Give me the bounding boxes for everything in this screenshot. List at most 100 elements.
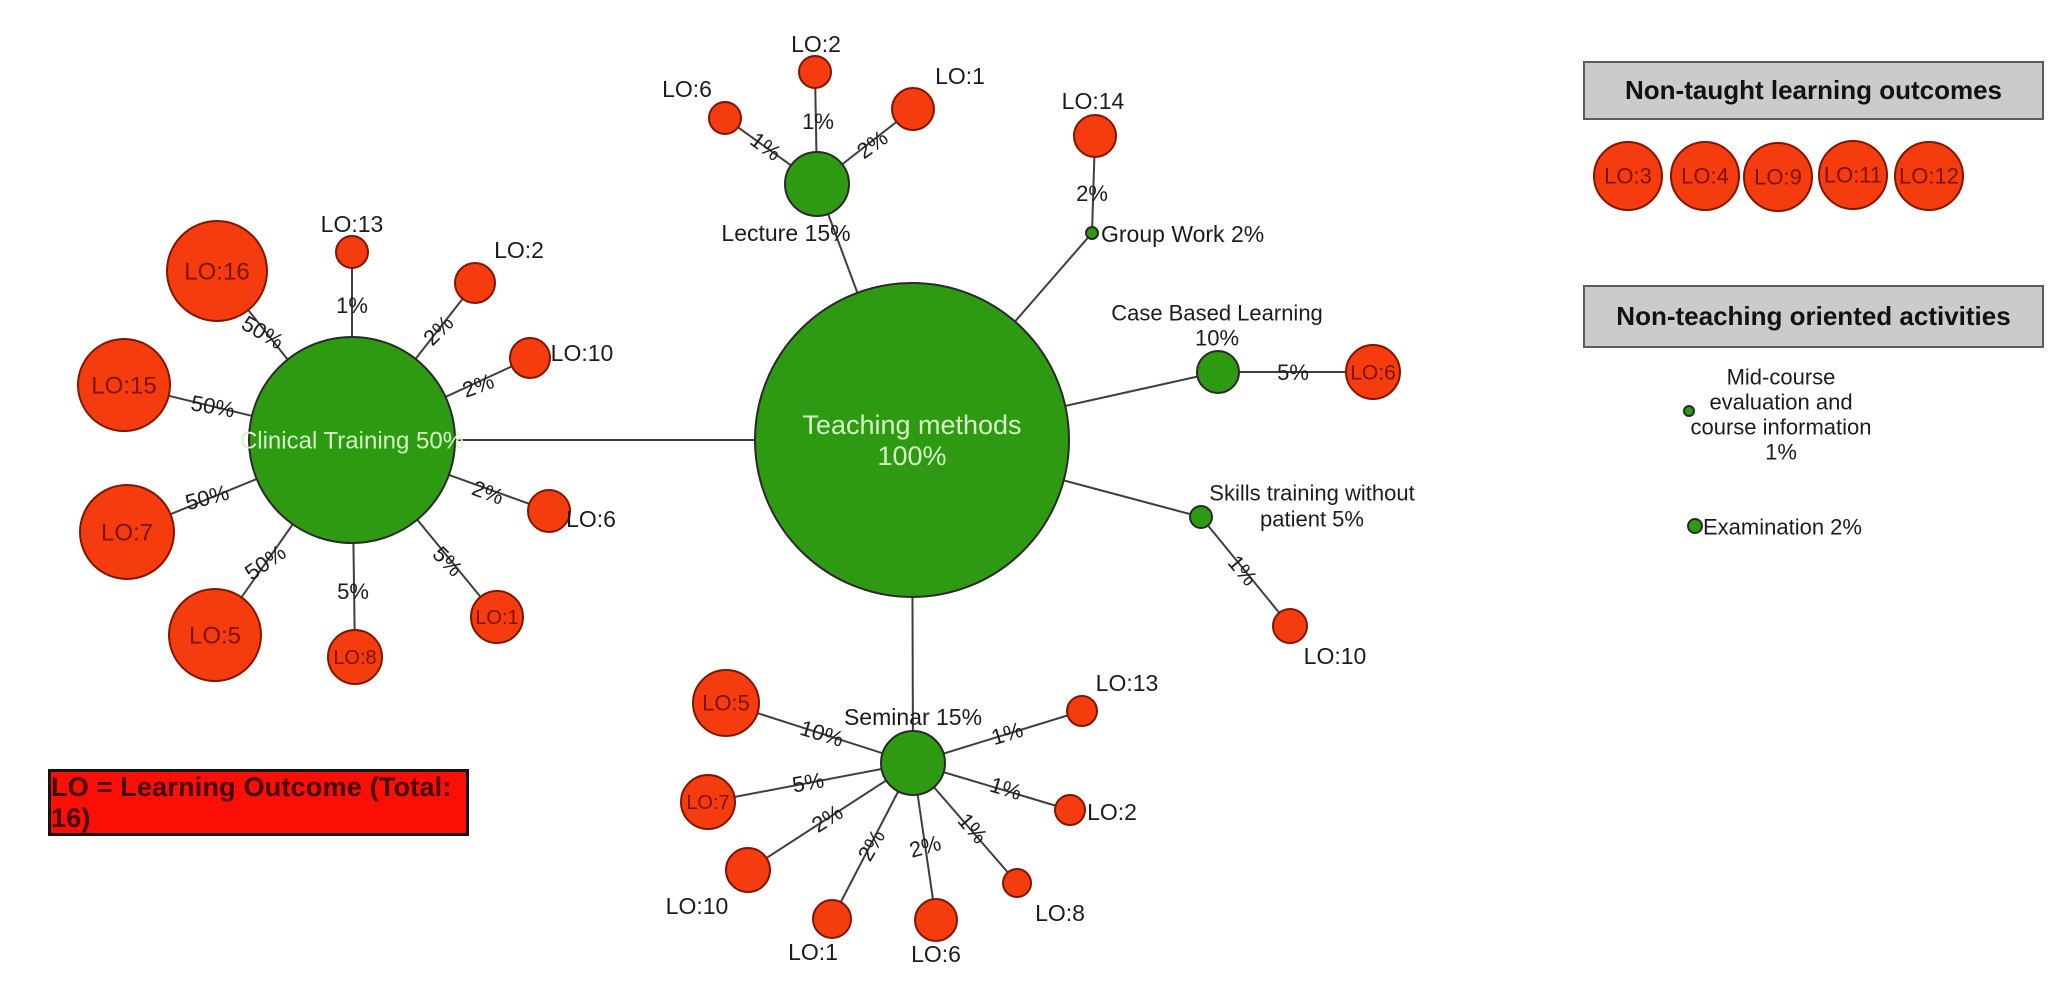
edge-skills-sk_lo10 — [1200, 516, 1291, 627]
node-cb_lo6 — [1345, 344, 1401, 400]
edge-label-seminar-s_lo7: 5% — [790, 767, 826, 797]
node-label-teaching: Teaching methods — [802, 410, 1021, 440]
node-ext-label-c_lo6: LO:6 — [566, 506, 616, 532]
node-s_lo10 — [725, 847, 771, 893]
node-lec_lo6 — [708, 101, 742, 135]
node-ext-label-s_lo13: LO:13 — [1096, 670, 1159, 696]
legend-label: LO = Learning Outcome (Total: 16) — [51, 771, 452, 833]
edge-seminar-s_lo7 — [707, 762, 914, 803]
node-s_lo1 — [812, 899, 852, 939]
edge-label-seminar-s_lo6: 2% — [907, 830, 944, 862]
edge-label-seminar-s_lo5: 10% — [797, 715, 846, 752]
edge-label-seminar-s_lo2: 1% — [987, 772, 1025, 805]
node-ext-label-s_lo2: LO:2 — [1087, 799, 1137, 825]
node-label-c_lo1: LO:1 — [475, 607, 518, 629]
node-label-s_lo5: LO:5 — [702, 691, 750, 716]
edge-label-clinical-c_lo16: 50% — [237, 311, 288, 355]
node-teaching — [754, 282, 1070, 598]
node-ext-label-casebased: Case Based Learning — [1111, 301, 1323, 326]
node-c_lo2 — [454, 262, 496, 304]
non-taught-outcomes-header: Non-taught learning outcomes — [1583, 61, 2044, 120]
node-label-c_lo7: LO:7 — [101, 519, 153, 546]
edge-label-clinical-c_lo8: 5% — [337, 579, 369, 604]
node-ext-label-midcourse: Mid-course — [1727, 365, 1836, 390]
edge-label-clinical-c_lo13: 1% — [336, 293, 368, 318]
node-label-nt_lo3: LO:3 — [1604, 164, 1652, 189]
node-s_lo8 — [1002, 868, 1032, 898]
node-c_lo16 — [166, 220, 268, 322]
node-ext-label-s_lo10: LO:10 — [666, 893, 729, 919]
node-label-clinical: Clinical Training 50% — [240, 427, 464, 454]
node-label-c_lo5: LO:5 — [189, 622, 241, 649]
edge-label-lecture-lec_lo6: 1% — [745, 127, 785, 166]
node-skills — [1189, 505, 1213, 529]
edge-label-seminar-s_lo1: 2% — [853, 825, 891, 865]
node-ext-label-midcourse: course information — [1691, 415, 1872, 440]
edge-label-casebased-cb_lo6: 5% — [1277, 360, 1309, 385]
node-ext-label-skills: patient 5% — [1260, 507, 1364, 532]
node-c_lo6 — [527, 489, 571, 533]
non-taught-outcomes-title: Non-taught learning outcomes — [1625, 75, 2002, 105]
node-ext-label-lec_lo2: LO:2 — [791, 31, 841, 57]
node-c_lo15 — [77, 338, 171, 432]
node-ext-label-s_lo1: LO:1 — [788, 939, 838, 965]
edge-label-clinical-c_lo15: 50% — [189, 390, 237, 422]
node-seminar — [880, 730, 946, 796]
edge-label-lecture-lec_lo2: 1% — [802, 109, 834, 134]
edge-label-clinical-c_lo7: 50% — [183, 480, 232, 516]
node-label-c_lo16: LO:16 — [184, 258, 249, 285]
node-ext-label-lecture: Lecture 15% — [721, 220, 850, 246]
legend-box: LO = Learning Outcome (Total: 16) — [48, 769, 469, 836]
node-ext-label-sk_lo10: LO:10 — [1304, 643, 1367, 669]
node-ext-label-groupwork: Group Work 2% — [1101, 221, 1264, 247]
node-ext-label-s_lo6: LO:6 — [911, 941, 961, 967]
node-groupwork — [1085, 226, 1099, 240]
node-ext-label-lec_lo6: LO:6 — [662, 76, 712, 102]
node-label-s_lo7: LO:7 — [686, 792, 729, 814]
node-label-c_lo8: LO:8 — [333, 647, 376, 669]
node-lec_lo2 — [798, 55, 832, 89]
node-c_lo7 — [79, 484, 175, 580]
edge-label-clinical-c_lo10: 2% — [459, 368, 497, 402]
node-label-c_lo15: LO:15 — [91, 372, 156, 399]
edge-label-clinical-c_lo5: 50% — [240, 540, 290, 586]
node-label-cb_lo6: LO:6 — [1350, 361, 1396, 384]
non-teaching-activities-header: Non-teaching oriented activities — [1583, 285, 2044, 348]
node-ext-label-c_lo10: LO:10 — [551, 340, 614, 366]
node-ext-label-casebased: 10% — [1195, 326, 1239, 351]
node-s_lo13 — [1066, 695, 1098, 727]
node-ext-label-midcourse: 1% — [1765, 440, 1797, 465]
node-ext-label-s_lo8: LO:8 — [1035, 900, 1085, 926]
edge-label-clinical-c_lo6: 2% — [469, 475, 507, 509]
node-sk_lo10 — [1272, 608, 1308, 644]
node-nt_lo11 — [1818, 140, 1888, 210]
node-c_lo1 — [470, 590, 524, 644]
node-ext-label-midcourse: evaluation and — [1709, 390, 1852, 415]
node-exam — [1687, 518, 1703, 534]
node-c_lo10 — [509, 337, 551, 379]
node-nt_lo4 — [1670, 141, 1740, 211]
node-lo14 — [1073, 114, 1117, 158]
node-c_lo13 — [335, 235, 369, 269]
node-nt_lo12 — [1894, 141, 1964, 211]
non-teaching-activities-title: Non-teaching oriented activities — [1616, 301, 2011, 331]
node-s_lo6 — [914, 898, 958, 942]
node-clinical — [248, 336, 456, 544]
node-c_lo5 — [168, 588, 262, 682]
node-c_lo8 — [327, 629, 383, 685]
node-ext-label-c_lo2: LO:2 — [494, 237, 544, 263]
edge-label-seminar-s_lo8: 1% — [953, 808, 993, 848]
node-nt_lo9 — [1743, 142, 1813, 212]
node-ext-label-exam: Examination 2% — [1703, 515, 1862, 540]
node-s_lo5 — [692, 669, 760, 737]
node-label-nt_lo12: LO:12 — [1899, 164, 1959, 189]
node-ext-label-seminar: Seminar 15% — [844, 704, 982, 730]
node-ext-label-skills: Skills training without — [1209, 481, 1414, 506]
node-lec_lo1 — [891, 87, 935, 131]
edge-label-seminar-s_lo10: 2% — [807, 799, 847, 837]
node-label-teaching: 100% — [877, 441, 946, 471]
node-label-nt_lo11: LO:11 — [1824, 163, 1882, 188]
node-s_lo2 — [1054, 794, 1086, 826]
